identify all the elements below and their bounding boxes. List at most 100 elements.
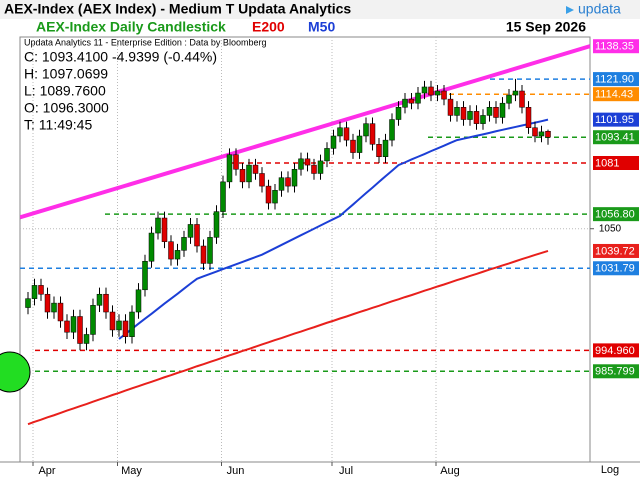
level-box xyxy=(593,343,639,358)
candle-body xyxy=(304,158,311,166)
level-label: 1031.79 xyxy=(595,263,635,275)
candle-body xyxy=(200,245,207,264)
candle-body xyxy=(441,90,447,100)
level-label: 1121.90 xyxy=(595,74,634,86)
candle-body xyxy=(246,164,252,183)
candle-body xyxy=(122,320,129,337)
logo-icon xyxy=(566,6,574,14)
info-line: O: 1096.3000 xyxy=(24,100,109,116)
candle-body xyxy=(187,224,194,238)
x-tick-label: Jun xyxy=(227,465,245,477)
chart-date: 15 Sep 2026 xyxy=(506,19,586,35)
plot xyxy=(20,37,590,462)
level-label: 1081 xyxy=(595,157,619,169)
candle-body xyxy=(259,173,265,187)
candle-body xyxy=(402,98,408,108)
candle-body xyxy=(486,107,493,116)
candle-body xyxy=(343,127,350,141)
candle-body xyxy=(38,285,44,295)
ma-line xyxy=(27,250,549,426)
candle-body xyxy=(415,92,421,104)
candle-body xyxy=(356,135,363,153)
candle-body xyxy=(51,302,57,313)
level-box xyxy=(593,243,639,258)
candle-body xyxy=(168,241,174,260)
candle-body xyxy=(499,102,506,118)
candle-body xyxy=(337,127,343,137)
level-label: 1056.80 xyxy=(595,209,635,221)
candle-body xyxy=(213,211,220,238)
candle-body xyxy=(480,115,486,124)
candle-body xyxy=(272,190,278,204)
y-tick-label: 1050 xyxy=(599,223,622,234)
candle-body xyxy=(525,107,532,128)
candle-body xyxy=(135,289,142,313)
ma-line xyxy=(118,118,549,340)
candle-body xyxy=(395,107,402,120)
candle-body xyxy=(207,237,213,264)
candle-body xyxy=(428,86,434,96)
candle-body xyxy=(96,293,103,306)
scale-label: Log xyxy=(601,464,619,476)
x-tick-label: May xyxy=(121,465,142,477)
candle-body xyxy=(447,98,454,116)
candle-body xyxy=(545,130,551,138)
candle-body xyxy=(493,107,499,118)
candle-body xyxy=(116,320,122,331)
candle-body xyxy=(31,285,38,299)
candle-body xyxy=(512,90,519,96)
candle-body xyxy=(103,293,109,313)
candle-body xyxy=(434,90,441,96)
candle-body xyxy=(161,217,168,242)
level-box xyxy=(593,87,639,102)
candle-body xyxy=(363,123,369,137)
candle-body xyxy=(265,185,272,204)
candle-body xyxy=(44,293,51,313)
level-box xyxy=(593,207,639,222)
candle-body xyxy=(181,237,187,251)
candle-body xyxy=(454,107,460,116)
x-tick-label: Apr xyxy=(38,465,55,477)
level-label: 1093.41 xyxy=(595,132,635,144)
level-label: 1039.72 xyxy=(595,245,635,257)
candle-body xyxy=(220,181,226,212)
candle-body xyxy=(506,94,512,104)
candle-body xyxy=(25,298,31,308)
title-bar xyxy=(0,0,640,19)
candle-body xyxy=(376,144,382,157)
candle-body xyxy=(532,127,538,137)
info-line: L: 1089.7600 xyxy=(24,83,106,99)
candle-body xyxy=(57,302,64,322)
candle-body xyxy=(519,90,525,108)
candle-body xyxy=(538,131,545,137)
candle-body xyxy=(382,139,389,157)
level-box xyxy=(593,364,639,379)
candle-body xyxy=(311,164,317,174)
x-tick-label: Aug xyxy=(440,465,460,477)
candle-body xyxy=(285,177,291,187)
candle-body xyxy=(226,154,233,183)
candle-body xyxy=(291,169,298,187)
brand-logo: updata xyxy=(566,1,621,17)
candle-body xyxy=(70,316,77,333)
info-line: C: 1093.4100 -4.9399 (-0.44%) xyxy=(24,49,217,65)
candle-body xyxy=(298,158,304,170)
legend-entry: E200 xyxy=(252,19,285,35)
candle-body xyxy=(155,217,161,234)
candle-body xyxy=(129,311,135,337)
candle-body xyxy=(467,111,473,120)
candle-body xyxy=(148,232,155,262)
candle-body xyxy=(460,107,467,120)
level-box xyxy=(593,72,639,87)
trendline xyxy=(20,44,590,220)
candle-body xyxy=(252,164,259,174)
candle-body xyxy=(330,135,337,149)
candle-body xyxy=(408,98,415,104)
candle-body xyxy=(83,334,90,344)
candle-body xyxy=(174,250,181,260)
candle-body xyxy=(194,224,200,247)
brand: updata xyxy=(578,1,621,17)
level-box xyxy=(593,39,639,54)
candle-body xyxy=(142,260,148,291)
